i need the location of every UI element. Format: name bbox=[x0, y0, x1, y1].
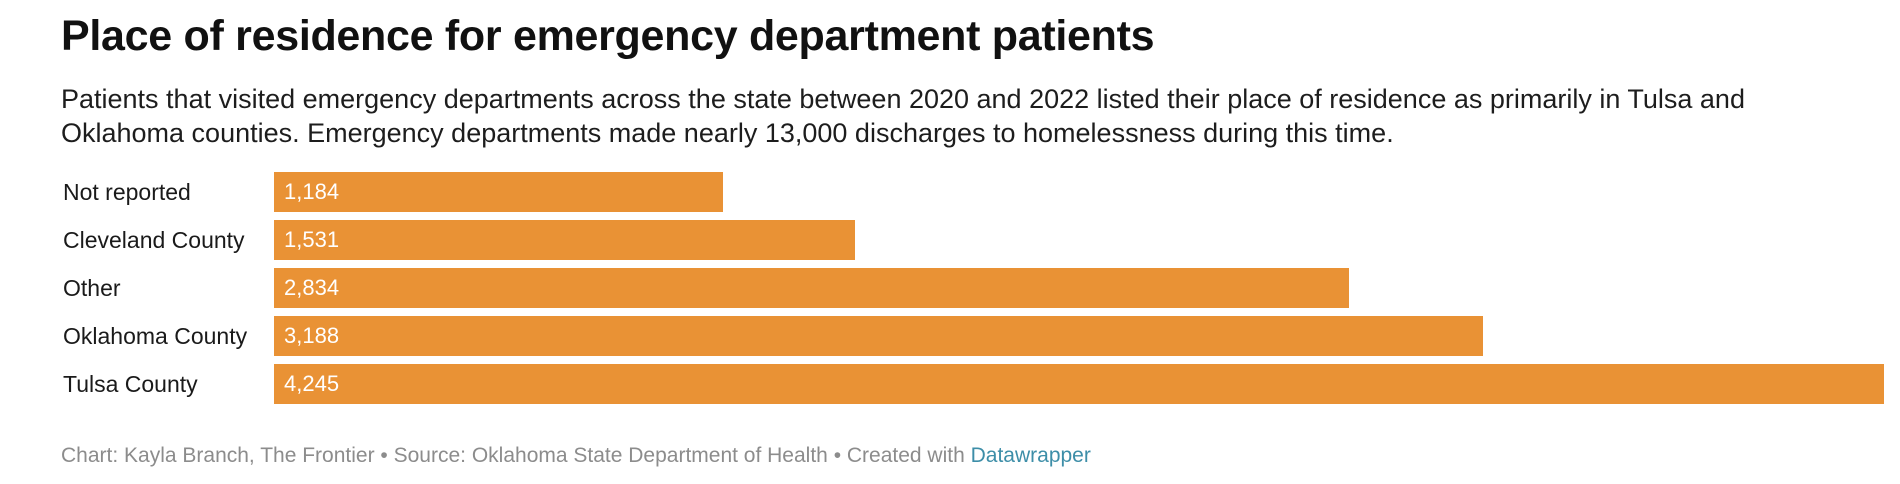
category-label: Oklahoma County bbox=[63, 323, 248, 349]
category-label: Cleveland County bbox=[63, 227, 245, 253]
bar-value-label: 1,184 bbox=[284, 179, 340, 204]
footer-credit: Chart: Kayla Branch, The Frontier bbox=[61, 444, 375, 467]
bar bbox=[274, 268, 1349, 308]
datawrapper-link[interactable]: Datawrapper bbox=[970, 444, 1091, 467]
category-label: Tulsa County bbox=[63, 371, 198, 397]
footer-source: Source: Oklahoma State Department of Hea… bbox=[393, 444, 828, 467]
bar-row: Not reported 1,184 bbox=[0, 172, 1900, 212]
footer-separator: • bbox=[827, 444, 847, 467]
bar-value-label: 4,245 bbox=[284, 371, 340, 396]
bar-value-label: 2,834 bbox=[284, 275, 340, 300]
bar bbox=[274, 172, 723, 212]
chart-title: Place of residence for emergency departm… bbox=[61, 12, 1155, 60]
footer-separator: • bbox=[374, 444, 394, 467]
bar bbox=[274, 220, 855, 260]
bar bbox=[274, 316, 1483, 356]
bar-value-label: 3,188 bbox=[284, 323, 340, 348]
chart-subtitle: Patients that visited emergency departme… bbox=[61, 84, 1745, 148]
bar-row: Cleveland County 1,531 bbox=[0, 220, 1900, 260]
bar-value-label: 1,531 bbox=[284, 227, 340, 252]
chart-footer: Chart: Kayla Branch, The Frontier • Sour… bbox=[61, 444, 1091, 468]
category-label: Not reported bbox=[63, 179, 191, 205]
bar-row: Tulsa County 4,245 bbox=[0, 364, 1900, 404]
bar-row: Oklahoma County 3,188 bbox=[0, 316, 1900, 356]
bar-chart-area: Not reported 1,184 Cleveland County 1,531 Ot… bbox=[0, 172, 1900, 406]
bar bbox=[274, 364, 1884, 404]
footer-created: Created with bbox=[846, 444, 971, 467]
bar-row: Other 2,834 bbox=[0, 268, 1900, 308]
category-label: Other bbox=[63, 275, 121, 301]
